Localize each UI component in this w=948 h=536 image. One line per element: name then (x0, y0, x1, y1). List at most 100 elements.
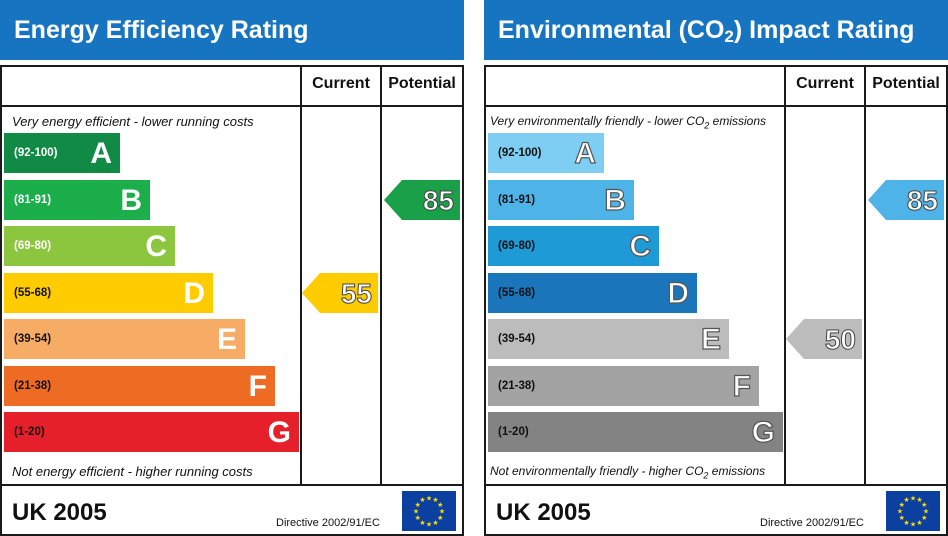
band-letter: A (574, 136, 597, 170)
band-range-label: (69-80) (498, 240, 536, 252)
current-rating-value: 50 (824, 324, 856, 356)
band-letter: G (751, 415, 776, 449)
band-g: (1-20) G (488, 412, 783, 452)
eu-star-icon: ★ (897, 508, 903, 516)
footer-divider (486, 484, 946, 486)
eu-star-icon: ★ (432, 519, 438, 527)
band-range-label: (1-20) (498, 426, 529, 438)
eu-star-icon: ★ (916, 496, 922, 504)
eu-star-icon: ★ (899, 501, 905, 509)
bottom-note-sub: 2 (703, 470, 709, 481)
band-letter: B (604, 183, 627, 217)
eu-star-icon: ★ (903, 496, 909, 504)
footer-divider (2, 484, 462, 486)
potential-rating-value: 85 (422, 184, 454, 216)
band-range-label: (55-68) (498, 286, 536, 299)
band-range-label: (21-38) (14, 379, 52, 392)
band-c: (69-80) C (488, 226, 659, 266)
band-c: (69-80) C (4, 226, 175, 266)
band-a: (92-100) A (488, 133, 604, 173)
env-title-end: ) Impact Rating (733, 16, 915, 44)
eu-star-icon: ★ (910, 495, 916, 503)
band-f: (21-38) F (488, 365, 759, 406)
current-arrow-shape (302, 272, 378, 313)
footer-country: UK 2005 (12, 499, 107, 526)
band-a: (92-100) A (4, 133, 120, 173)
eu-star-icon: ★ (413, 508, 419, 516)
band-letter: F (248, 369, 267, 403)
band-range-label: (55-68) (14, 286, 52, 299)
eu-star-icon: ★ (415, 501, 421, 509)
current-arrow-shape (786, 319, 862, 359)
band-e: (39-54) E (4, 319, 245, 359)
top-note-end: emissions (709, 114, 766, 128)
band-letter: D (667, 276, 690, 310)
band-letter: D (183, 276, 205, 310)
potential-arrow-shape (868, 179, 944, 220)
eu-flag-icon: ★ ★ ★ ★ ★ ★ ★ ★ ★ ★ ★ ★ (886, 491, 940, 531)
top-note: Very environmentally friendly - lower CO… (490, 114, 766, 130)
bottom-note: Not environmentally friendly - higher CO… (490, 464, 765, 480)
band-d: (55-68) D (4, 272, 213, 313)
eu-star-icon: ★ (437, 501, 443, 509)
band-range-label: (39-54) (14, 333, 52, 345)
potential-rating-value: 85 (906, 184, 938, 216)
band-letter: F (732, 369, 752, 403)
environmental-chart-frame: Current Potential Very environmentally f… (484, 65, 948, 536)
current-column-header: Current (312, 75, 370, 92)
band-range-label: (1-20) (14, 426, 45, 438)
eu-star-icon: ★ (437, 514, 443, 522)
band-letter: C (145, 230, 167, 263)
bottom-note-end: emissions (708, 464, 766, 478)
band-letter: E (216, 323, 237, 356)
eu-flag-icon: ★ ★ ★ ★ ★ ★ ★ ★ ★ ★ ★ ★ (402, 491, 456, 531)
potential-column-header: Potential (388, 75, 456, 92)
eu-star-icon: ★ (439, 508, 445, 516)
eu-star-icon: ★ (899, 514, 905, 522)
band-range-label: (81-91) (498, 193, 536, 206)
energy-title: Energy Efficiency Rating (0, 0, 464, 60)
band-range-label: (92-100) (498, 147, 542, 159)
band-range-label: (92-100) (14, 147, 58, 159)
eu-star-icon: ★ (916, 519, 922, 527)
band-range-label: (21-38) (498, 379, 536, 392)
band-range-label: (69-80) (14, 240, 52, 252)
eu-star-icon: ★ (426, 521, 432, 529)
eu-star-icon: ★ (432, 496, 438, 504)
eu-star-icon: ★ (921, 501, 927, 509)
eu-star-icon: ★ (903, 519, 909, 527)
eu-star-icon: ★ (415, 514, 421, 522)
eu-star-icon: ★ (426, 495, 432, 503)
potential-rating-arrow: 85 (866, 179, 944, 220)
env-title-sub: 2 (724, 27, 734, 46)
potential-column-header: Potential (872, 75, 940, 92)
band-range-label: (39-54) (498, 333, 536, 345)
col-divider (864, 67, 866, 486)
eu-star-icon: ★ (419, 496, 425, 504)
energy-chart-frame: Current Potential Very energy efficient … (0, 65, 464, 536)
potential-arrow-shape (384, 179, 460, 220)
current-rating-arrow: 55 (300, 272, 378, 313)
band-f: (21-38) F (4, 365, 275, 406)
band-letter: G (267, 416, 291, 449)
footer-country: UK 2005 (496, 499, 591, 526)
env-title-text: Environmental (CO (498, 16, 725, 44)
directive-text: Directive 2002/91/EC (276, 517, 380, 529)
energy-efficiency-panel: Energy Efficiency Rating Current Potenti… (0, 0, 464, 536)
eu-star-icon: ★ (419, 519, 425, 527)
bottom-note: Not energy efficient - higher running co… (12, 464, 253, 479)
bottom-note-text: Not environmentally friendly - higher CO (490, 464, 704, 478)
band-e: (39-54) E (488, 319, 729, 359)
band-range-label: (81-91) (14, 193, 52, 206)
band-letter: A (90, 137, 112, 170)
col-divider (784, 67, 786, 486)
col-divider (300, 67, 302, 486)
eu-star-icon: ★ (921, 514, 927, 522)
current-column-header: Current (796, 75, 854, 92)
band-b: (81-91) B (4, 179, 150, 220)
header-divider (486, 105, 946, 107)
col-divider (380, 67, 382, 486)
environmental-impact-panel: Environmental (CO2) Impact Rating Curren… (484, 0, 948, 536)
band-b: (81-91) B (488, 179, 634, 220)
header-divider (2, 105, 462, 107)
